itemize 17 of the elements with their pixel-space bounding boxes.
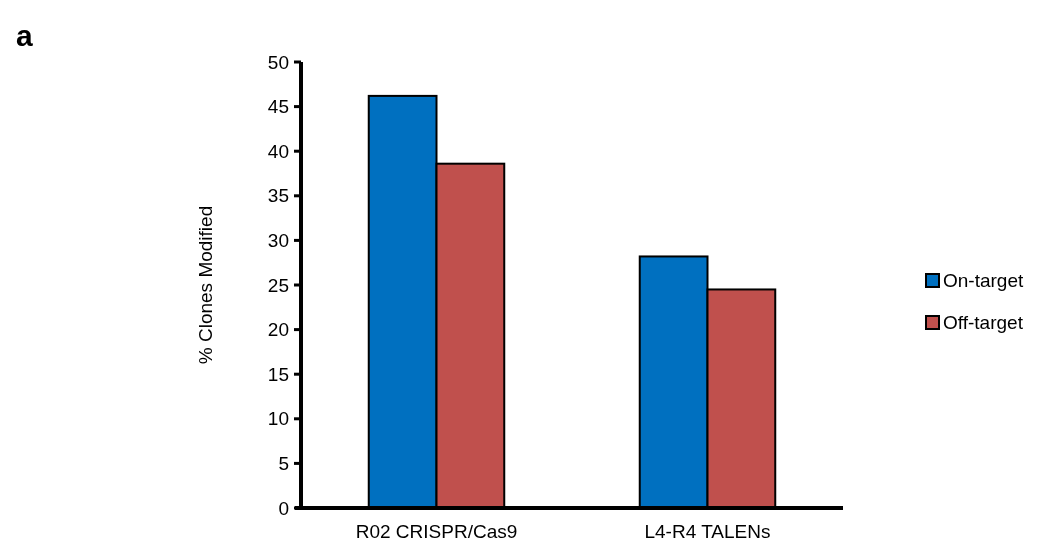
x-tick-label: L4-R4 TALENs: [644, 521, 771, 542]
y-tick-label: 10: [267, 408, 289, 430]
y-tick-label: 30: [267, 230, 289, 252]
y-tick-label: 20: [267, 319, 289, 341]
y-axis-title: % Clones Modified: [195, 205, 216, 365]
y-tick-label: 35: [267, 185, 289, 207]
y-tick-label: 5: [278, 453, 289, 475]
y-tick-label: 45: [267, 96, 289, 118]
y-tick-label: 40: [267, 140, 289, 162]
y-tick-label: 0: [278, 497, 289, 519]
x-tick-label: R02 CRISPR/Cas9: [355, 521, 518, 542]
text: a: [16, 19, 33, 52]
legend-label: On-target: [943, 269, 1024, 291]
y-tick-label: 25: [267, 274, 289, 296]
y-tick-label: 15: [267, 363, 289, 385]
y-tick-label: 50: [267, 51, 289, 73]
legend-label: Off-target: [943, 311, 1024, 333]
